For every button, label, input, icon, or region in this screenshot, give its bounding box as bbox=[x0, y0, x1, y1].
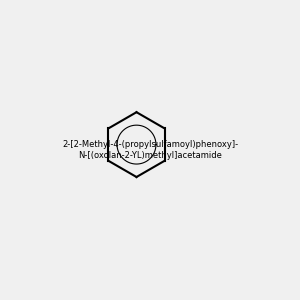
Text: 2-[2-Methyl-4-(propylsulfamoyl)phenoxy]-
N-[(oxolan-2-YL)methyl]acetamide: 2-[2-Methyl-4-(propylsulfamoyl)phenoxy]-… bbox=[62, 140, 238, 160]
